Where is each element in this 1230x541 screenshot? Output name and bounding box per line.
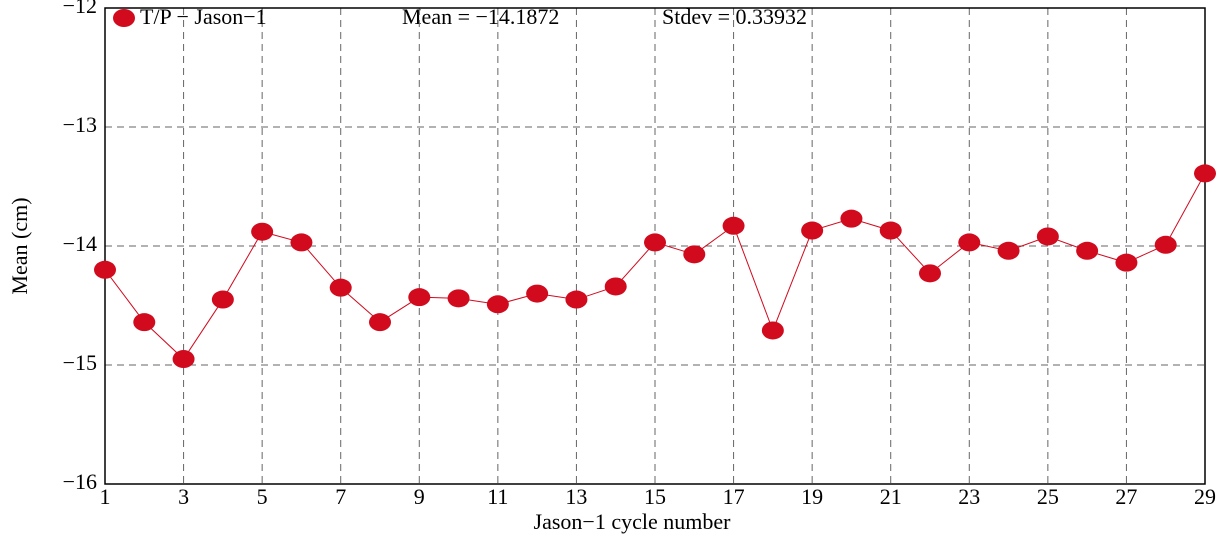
x-tick-label: 21: [880, 484, 902, 509]
data-point: [486, 295, 509, 314]
data-point: [251, 222, 274, 241]
y-axis-label: Mean (cm): [7, 197, 32, 294]
legend-marker: [113, 9, 135, 27]
x-tick-label: 17: [723, 484, 745, 509]
data-point: [604, 277, 627, 296]
data-point: [919, 264, 941, 283]
data-point: [211, 290, 234, 309]
data-point: [1194, 164, 1216, 183]
y-tick-label: −12: [63, 0, 97, 18]
data-point: [997, 241, 1020, 260]
data-point: [369, 313, 391, 332]
data-point: [565, 290, 588, 309]
data-point: [447, 289, 470, 308]
x-tick-label: 9: [414, 484, 425, 509]
data-point: [683, 245, 706, 264]
data-point: [761, 321, 784, 340]
x-tick-label: 15: [644, 484, 666, 509]
x-tick-label: 29: [1194, 484, 1216, 509]
x-tick-label: 19: [801, 484, 823, 509]
data-point: [1036, 227, 1059, 246]
x-tick-label: 1: [100, 484, 111, 509]
x-tick-label: 13: [565, 484, 587, 509]
x-tick-label: 27: [1115, 484, 1137, 509]
y-tick-label: −16: [63, 469, 97, 494]
data-point: [958, 233, 981, 252]
y-tick-label: −13: [63, 112, 97, 137]
y-tick-label: −15: [63, 350, 97, 375]
plot-frame: [104, 7, 1206, 485]
data-point: [408, 288, 431, 307]
data-point: [329, 278, 352, 297]
data-point: [1115, 253, 1138, 272]
data-point: [801, 221, 824, 240]
legend-label: T/P − Jason−1: [140, 4, 267, 29]
x-tick-label: 11: [487, 484, 508, 509]
data-point: [290, 233, 313, 252]
x-tick-label: 23: [958, 484, 980, 509]
data-point: [133, 313, 156, 332]
x-axis-label: Jason−1 cycle number: [534, 509, 732, 534]
data-point: [526, 284, 549, 303]
data-point: [94, 260, 116, 279]
x-tick-label: 3: [178, 484, 189, 509]
x-tick-label: 25: [1037, 484, 1059, 509]
data-point: [840, 209, 863, 228]
data-point: [644, 233, 666, 252]
data-point: [1076, 241, 1099, 260]
data-point: [879, 221, 902, 240]
data-point: [172, 350, 195, 369]
data-point: [722, 216, 745, 235]
x-tick-label: 5: [257, 484, 268, 509]
data-point: [1154, 235, 1177, 254]
y-tick-label: −14: [63, 231, 97, 256]
x-tick-label: 7: [335, 484, 346, 509]
